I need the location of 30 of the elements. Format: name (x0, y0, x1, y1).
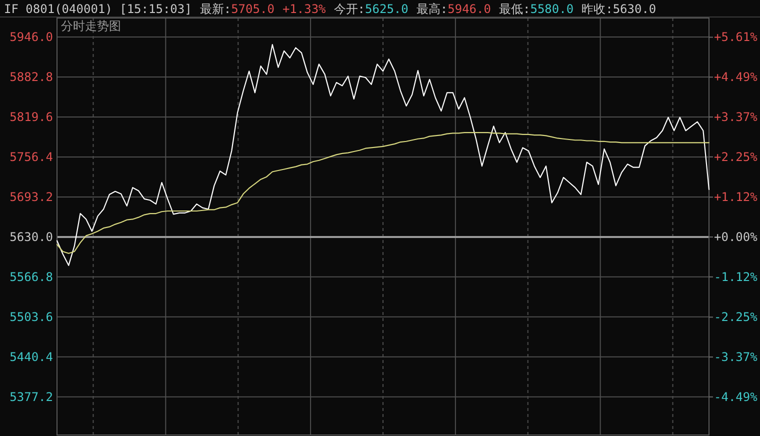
y-tick-label: 5377.2 (10, 390, 53, 404)
text: 昨收:5630.0 (582, 2, 656, 16)
y-tick-label: 5756.4 (10, 150, 53, 164)
line-series (56, 132, 710, 254)
y-tick-label: 5630.0 (10, 230, 53, 244)
y-tick-label: 5819.6 (10, 110, 53, 124)
y-tick-label: 5882.8 (10, 70, 53, 84)
y2-tick-label: +4.49% (714, 70, 758, 84)
text: 最高:5946.0 (416, 2, 491, 16)
y2-tick-label: +0.00% (714, 230, 758, 244)
y-tick-label: 5440.4 (10, 350, 53, 364)
chart-title: IF 0801(040001) [15:15:03] (4, 2, 192, 16)
text: 最低:5580.0 (498, 2, 574, 16)
text: +1.33% (282, 2, 327, 16)
y2-tick-label: +5.61% (714, 30, 758, 44)
text: 今开:5625.0 (334, 2, 408, 16)
y-tick-label: 5693.2 (10, 190, 53, 204)
line-series (56, 44, 710, 266)
y2-tick-label: -2.25% (714, 310, 758, 324)
chart-subtitle: 分时走势图 (61, 19, 121, 33)
y-tick-label: 5946.0 (10, 30, 53, 44)
y2-tick-label: -1.12% (714, 270, 758, 284)
y2-tick-label: +3.37% (714, 110, 758, 124)
y-tick-label: 5566.8 (10, 270, 53, 284)
y2-tick-label: -3.37% (714, 350, 758, 364)
y2-tick-label: -4.49% (714, 390, 758, 404)
y2-tick-label: +1.12% (714, 190, 758, 204)
text: 最新:5705.0 (200, 2, 274, 16)
y2-tick-label: +2.25% (714, 150, 758, 164)
y-tick-label: 5503.6 (10, 310, 53, 324)
